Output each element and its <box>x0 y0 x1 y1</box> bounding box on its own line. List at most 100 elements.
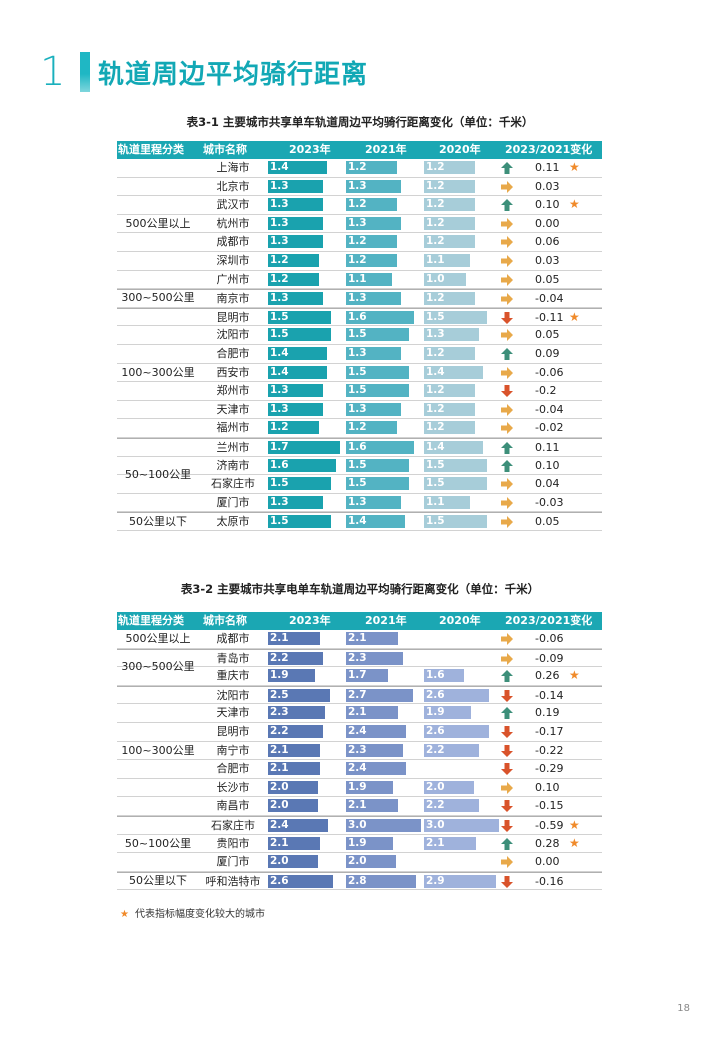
row-group: 南京市 1.3 1.3 1.2 -0.04 300~500公里 <box>117 289 602 308</box>
value-bar: 1.2 <box>424 161 475 174</box>
change-value: 0.00 <box>535 855 560 869</box>
row-group: 成都市 2.1 2.1 -0.06 500公里以上 <box>117 630 602 649</box>
star-icon: ★ <box>120 909 129 920</box>
change-value: -0.17 <box>535 724 564 738</box>
table-row: 石家庄市 1.5 1.5 1.5 0.04 <box>117 475 602 494</box>
value-bar: 1.9 <box>346 780 394 794</box>
value-bar: 1.6 <box>346 310 414 324</box>
value-bar: 1.2 <box>346 235 397 249</box>
change-value: 0.05 <box>535 272 560 286</box>
value-bar: 2.0 <box>346 855 396 869</box>
value-bar: 2.9 <box>424 874 497 888</box>
value-bar: 1.3 <box>346 402 401 416</box>
value-bar: 2.2 <box>424 743 479 757</box>
value-bar: 1.2 <box>424 216 475 230</box>
arrow-flat-icon <box>500 180 514 194</box>
category-label: 300~500公里 <box>121 660 195 674</box>
arrow-down-icon <box>500 875 514 889</box>
value-bar: 2.1 <box>346 706 399 720</box>
city-name: 南昌市 <box>216 799 250 813</box>
arrow-flat-icon <box>500 477 514 491</box>
value-bar: 2.2 <box>424 799 479 813</box>
table1: 轨道里程分类 城市名称 2023年 2021年 2020年 2023/2021变化上海市 1… <box>117 141 602 531</box>
value-bar: 1.3 <box>268 402 323 416</box>
table-row: 天津市 1.3 1.3 1.2 -0.04 <box>117 401 602 420</box>
table-row: 广州市 1.2 1.1 1.0 0.05 <box>117 271 602 290</box>
value-bar: 2.0 <box>268 855 318 869</box>
change-value: -0.22 <box>535 743 564 757</box>
arrow-down-icon <box>500 744 514 758</box>
city-name: 青岛市 <box>216 651 250 665</box>
value-bar: 2.6 <box>268 874 333 888</box>
value-bar: 1.2 <box>346 421 397 435</box>
value-bar: 1.2 <box>346 198 397 212</box>
table2-title: 表3-2 主要城市共享电单车轨道周边平均骑行距离变化（单位：千米） <box>180 582 540 596</box>
arrow-flat-icon <box>500 292 514 306</box>
value-bar: 1.5 <box>268 328 332 342</box>
value-bar: 1.5 <box>346 328 410 342</box>
value-bar: 1.3 <box>268 235 323 249</box>
change-value: -0.09 <box>535 651 564 665</box>
value-bar: 2.1 <box>346 799 399 813</box>
value-bar: 2.1 <box>346 632 399 645</box>
table-row: 福州市 1.2 1.2 1.2 -0.02 <box>117 419 602 438</box>
city-name: 杭州市 <box>216 216 250 230</box>
value-bar: 1.2 <box>424 402 475 416</box>
value-bar: 2.6 <box>424 688 489 702</box>
header-cell: 2021年 <box>365 143 407 156</box>
table-row: 贵阳市 2.1 1.9 2.1 0.28 ★ <box>117 835 602 854</box>
change-value: -0.04 <box>535 292 564 306</box>
value-bar: 1.3 <box>268 384 323 398</box>
table-header: 轨道里程分类 城市名称 2023年 2021年 2020年 2023/2021变化 <box>117 141 602 159</box>
table-row: 济南市 1.6 1.5 1.5 0.10 <box>117 457 602 476</box>
table-row: 成都市 2.1 2.1 -0.06 <box>117 630 602 649</box>
city-name: 石家庄市 <box>211 818 255 832</box>
value-bar: 2.1 <box>268 632 321 645</box>
value-bar: 1.3 <box>346 292 401 306</box>
arrow-down-icon <box>500 689 514 703</box>
row-group: 青岛市 2.2 2.3 -0.09 重庆市 1.9 1.7 1.6 0.26 ★ 300~500公里 <box>117 648 602 686</box>
star-icon: ★ <box>569 160 580 174</box>
change-value: 0.03 <box>535 253 560 267</box>
change-value: 0.10 <box>535 780 560 794</box>
arrow-flat-icon <box>500 652 514 666</box>
table-row: 北京市 1.3 1.3 1.2 0.03 <box>117 178 602 197</box>
city-name: 合肥市 <box>216 346 250 360</box>
value-bar: 1.3 <box>346 179 401 193</box>
city-name: 上海市 <box>216 161 250 174</box>
value-bar: 1.3 <box>268 216 323 230</box>
arrow-up-icon <box>500 706 514 720</box>
table-row: 石家庄市 2.4 3.0 3.0 -0.59 ★ <box>117 815 602 835</box>
category-label: 100~300公里 <box>121 365 195 379</box>
change-value: 0.26 <box>535 669 560 683</box>
city-name: 天津市 <box>216 706 250 720</box>
row-group: 太原市 1.5 1.4 1.5 0.05 50公里以下 <box>117 512 602 531</box>
change-value: 0.06 <box>535 235 560 249</box>
header-cell: 2023/2021变化 <box>505 614 593 627</box>
city-name: 深圳市 <box>216 253 250 267</box>
arrow-flat-icon <box>500 273 514 287</box>
value-bar: 2.7 <box>346 688 414 702</box>
arrow-up-icon <box>500 347 514 361</box>
value-bar: 1.9 <box>424 706 472 720</box>
value-bar: 1.2 <box>424 292 475 306</box>
table-row: 深圳市 1.2 1.2 1.1 0.03 <box>117 252 602 271</box>
value-bar: 1.1 <box>346 272 393 286</box>
city-name: 西安市 <box>216 365 250 379</box>
change-value: -0.03 <box>535 495 564 509</box>
value-bar: 2.1 <box>268 836 321 850</box>
arrow-up-icon <box>500 669 514 683</box>
table-row: 郑州市 1.3 1.5 1.2 -0.2 <box>117 382 602 401</box>
value-bar: 2.4 <box>268 818 328 832</box>
value-bar: 1.7 <box>346 669 389 683</box>
table1-title: 表3-1 主要城市共享单车轨道周边平均骑行距离变化（单位：千米） <box>186 115 534 129</box>
city-name: 太原市 <box>216 515 250 529</box>
legend-text: 代表指标幅度变化较大的城市 <box>134 909 265 920</box>
city-name: 长沙市 <box>216 780 250 794</box>
table-row: 沈阳市 1.5 1.5 1.3 0.05 <box>117 326 602 345</box>
star-icon: ★ <box>569 817 580 832</box>
arrow-flat-icon <box>500 421 514 435</box>
table-row: 呼和浩特市 2.6 2.8 2.9 -0.16 <box>117 871 602 891</box>
value-bar: 1.2 <box>268 272 319 286</box>
value-bar: 1.2 <box>424 346 475 360</box>
